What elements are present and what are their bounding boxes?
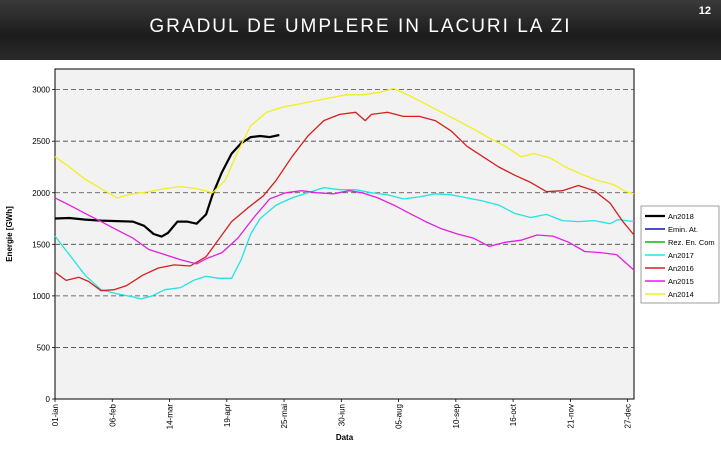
x-tick-label: 16-oct <box>509 403 518 426</box>
series-lines <box>54 87 635 300</box>
x-tick-label: 05-aug <box>395 404 404 429</box>
x-tick-label: 06-feb <box>108 403 117 426</box>
x-tick-label: 25-mai <box>280 404 289 429</box>
series-line-an2014 <box>54 87 635 199</box>
line-chart: 0 500 1000 1500 2000 2500 3000 01-ian 06-feb 14-m… <box>5 68 720 442</box>
legend: An2018 Emin. At. Rez. En. Com An2017 An2016 A… <box>640 205 720 304</box>
x-tick-label: 01-ian <box>51 404 60 426</box>
series-line-an2017 <box>54 186 635 300</box>
y-tick-label: 500 <box>37 343 51 352</box>
legend-label: An2017 <box>668 251 694 260</box>
y-tick-label: 1500 <box>32 240 50 249</box>
x-tick-label: 10-sep <box>452 403 461 428</box>
x-tick-label: 30-iun <box>337 404 346 426</box>
legend-label: An2015 <box>668 277 694 286</box>
legend-label: An2016 <box>668 264 694 273</box>
y-tick-label: 2000 <box>32 189 50 198</box>
legend-label: An2014 <box>668 290 694 299</box>
legend-label: Rez. En. Com <box>668 238 715 247</box>
y-tick-label: 1000 <box>32 292 50 301</box>
x-tick-label: 27-dec <box>624 404 633 428</box>
axes: 0 500 1000 1500 2000 2500 3000 01-ian 06-feb 14-m… <box>32 86 632 430</box>
x-axis-title: Data <box>336 433 354 442</box>
slide-number: 12 <box>698 5 711 17</box>
series-line-an2015 <box>54 190 635 271</box>
series-line-an2018 <box>54 133 280 238</box>
y-axis-title: Energie [GWh] <box>5 206 14 262</box>
plot-background <box>54 68 635 400</box>
slide-title: GRADUL DE UMPLERE IN LACURI LA ZI <box>149 16 572 37</box>
x-tick-label: 21-nov <box>566 404 575 428</box>
slide-header: GRADUL DE UMPLERE IN LACURI LA ZI 12 <box>0 0 721 60</box>
legend-label: An2018 <box>668 212 694 221</box>
legend-label: Emin. At. <box>668 225 698 234</box>
x-tick-label: 14-mar <box>166 404 175 430</box>
y-tick-label: 3000 <box>32 86 50 95</box>
series-line-an2016 <box>54 111 635 292</box>
x-tick-label: 19-apr <box>223 404 232 427</box>
y-tick-label: 2500 <box>32 137 50 146</box>
y-tick-label: 0 <box>46 395 51 404</box>
